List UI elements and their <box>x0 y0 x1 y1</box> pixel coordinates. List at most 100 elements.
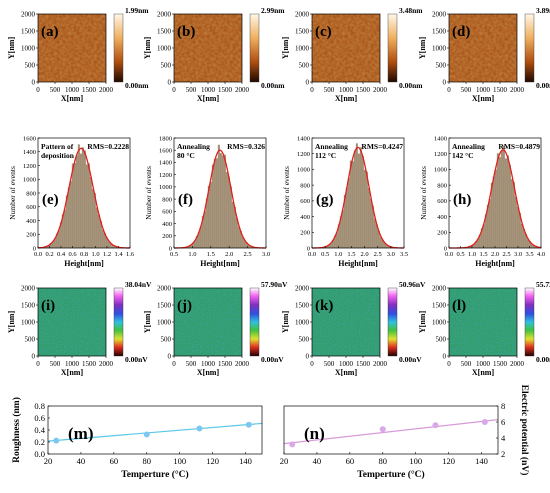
afm-map-panel: (c)00500500100010001500150020002000X[nm]… <box>281 6 423 103</box>
x-tick-label: 40 <box>313 456 322 466</box>
histogram-bar <box>367 188 370 249</box>
histogram-bar <box>506 155 509 249</box>
y-axis-label: Y[nm] <box>281 37 290 60</box>
color-scale-max: 57.90nV <box>261 280 288 289</box>
x-tick-label: 1500 <box>356 360 371 368</box>
histogram-bar <box>494 169 497 249</box>
y-tick-label: 800 <box>437 182 447 189</box>
histogram-bar <box>215 158 218 249</box>
histogram-bar <box>512 181 515 249</box>
x-tick-label: 1000 <box>339 360 354 368</box>
data-point <box>53 437 60 444</box>
histogram-bar <box>89 177 92 249</box>
y-tick-label: 600 <box>162 209 172 216</box>
x-tick-label: 0.0 <box>308 251 316 258</box>
histogram-bar <box>351 161 354 249</box>
y-tick-label: 600 <box>437 198 447 205</box>
x-tick-label: 0.8 <box>80 251 88 258</box>
y-tick-label: 0.4 <box>34 425 45 435</box>
y-tick-label: 0 <box>443 79 447 87</box>
x-tick-label: 3.0 <box>387 251 395 258</box>
x-tick-label: 500 <box>50 86 61 94</box>
y-tick-label: 400 <box>300 214 310 221</box>
y-tick-label: 500 <box>299 336 310 344</box>
y-tick-label: 2000 <box>432 11 447 19</box>
rms-label: RMS=0.326 <box>227 142 265 151</box>
x-axis-label: X[nm] <box>61 368 84 377</box>
y-tick-label: 0 <box>306 353 310 361</box>
histogram-bar <box>373 218 376 249</box>
x-tick-label: 20 <box>44 456 53 466</box>
color-scale-bar <box>524 13 535 83</box>
x-tick-label: 1000 <box>476 86 491 94</box>
x-tick-label: 0.5 <box>456 251 464 258</box>
x-axis-label: Height[nm] <box>200 259 240 268</box>
kpfm-map-panel: (i)00500500100010001500150020002000X[nm]… <box>7 280 152 377</box>
y-tick-label: 500 <box>436 62 447 70</box>
color-scale-bar <box>113 287 124 357</box>
x-tick-label: 500 <box>461 360 472 368</box>
x-tick-label: 2000 <box>510 86 525 94</box>
x-tick-label: 1.0 <box>334 251 342 258</box>
histogram-bar <box>101 229 104 249</box>
x-tick-label: 500 <box>324 360 335 368</box>
histogram-bar <box>369 198 372 249</box>
histogram-bar <box>508 164 511 249</box>
y-tick-label: 0 <box>33 245 36 252</box>
x-tick-label: 3.0 <box>262 251 270 258</box>
y-axis-label: Y[nm] <box>7 311 16 334</box>
x-tick-label: 80 <box>379 456 388 466</box>
panel-label: (k) <box>315 298 333 314</box>
y-tick-label: 2000 <box>295 285 310 293</box>
histogram-bar <box>496 153 499 249</box>
panel-label: (i) <box>41 298 55 314</box>
x-tick-label: 0 <box>447 86 451 94</box>
x-tick-label: 0 <box>310 360 314 368</box>
y-tick-label: 1500 <box>157 28 172 36</box>
histogram-bar <box>510 179 513 249</box>
x-axis-label: Height[nm] <box>475 259 515 268</box>
x-tick-label: 1.0 <box>188 251 196 258</box>
y-tick-label: 8 <box>501 401 505 411</box>
x-tick-label: 0 <box>447 360 451 368</box>
y-axis-label: Electric potential (nV) <box>519 385 530 476</box>
histogram-bar <box>213 158 216 249</box>
x-tick-label: 2000 <box>373 86 388 94</box>
histogram-bar <box>353 150 356 249</box>
kpfm-map-texture <box>312 288 380 356</box>
x-tick-label: 3.0 <box>514 251 522 258</box>
histogram-bar <box>504 158 507 249</box>
x-tick-label: 60 <box>110 456 119 466</box>
kpfm-map-panel: (l)00500500100010001500150020002000X[nm]… <box>418 280 550 377</box>
histogram-bar <box>211 164 214 249</box>
y-tick-label: 500 <box>25 62 36 70</box>
color-scale-bar <box>249 13 260 83</box>
y-tick-label: 1000 <box>434 167 447 174</box>
x-tick-label: 500 <box>324 86 335 94</box>
kpfm-map-panel: (j)00500500100010001500150020002000X[nm]… <box>143 280 288 377</box>
x-tick-label: 1500 <box>218 86 233 94</box>
y-tick-label: 200 <box>26 232 36 239</box>
histogram-bar <box>67 187 70 249</box>
histogram-bar <box>488 199 491 249</box>
afm-map-panel: (b)00500500100010001500150020002000X[nm]… <box>143 6 285 103</box>
histogram-bar <box>349 160 352 249</box>
annotation-line-2: deposition <box>41 151 75 160</box>
histogram-bar <box>227 176 230 249</box>
y-tick-label: 1800 <box>159 135 172 142</box>
color-scale-min: 0.00nm <box>399 81 423 90</box>
x-tick-label: 0 <box>36 86 40 94</box>
y-tick-label: 1000 <box>157 319 172 327</box>
annotation-line-1: Annealing <box>315 142 348 151</box>
y-tick-label: 1000 <box>21 45 36 53</box>
plot-frame <box>311 137 405 249</box>
y-tick-label: 2000 <box>21 285 36 293</box>
histogram-bar <box>77 144 80 249</box>
gaussian-fit-line <box>37 147 131 249</box>
x-tick-label: 0.4 <box>57 251 66 258</box>
y-tick-label: 500 <box>161 62 172 70</box>
annotation-line-2: 142 °C <box>452 151 474 160</box>
y-tick-label: 1200 <box>23 163 36 170</box>
y-tick-label: 1000 <box>159 184 172 191</box>
